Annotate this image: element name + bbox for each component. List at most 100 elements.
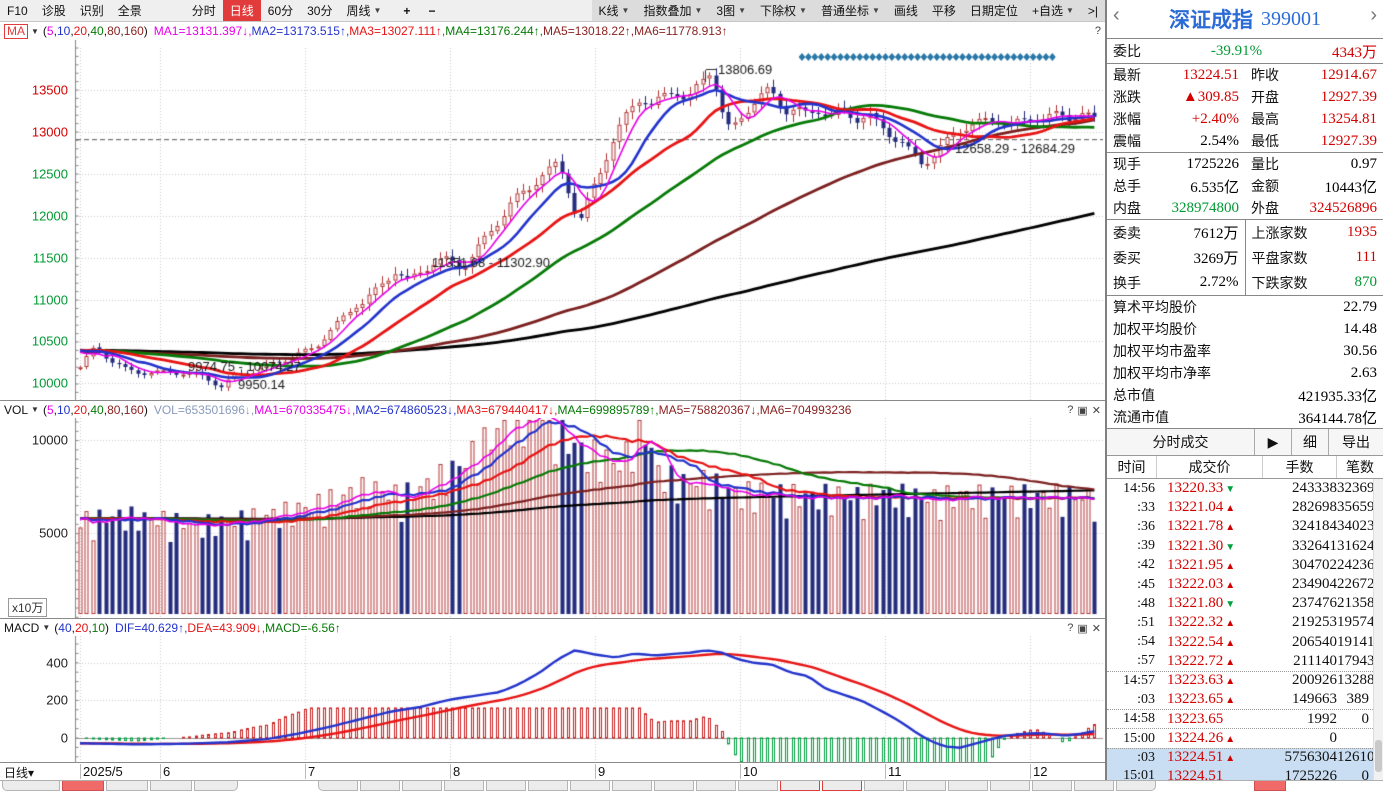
tick-row[interactable]: :03 13224.51 ▲ 5756304 126106 xyxy=(1107,747,1383,767)
main-kline-chart[interactable] xyxy=(0,40,1105,400)
bottom-tab[interactable] xyxy=(906,781,946,791)
bottom-tab[interactable] xyxy=(612,781,652,791)
period-tab-30分[interactable]: 30分 xyxy=(307,4,333,18)
bottom-tab[interactable] xyxy=(780,781,820,791)
bottom-tab[interactable] xyxy=(990,781,1030,791)
bottom-tab[interactable] xyxy=(360,781,400,791)
bottom-tab-highlight[interactable] xyxy=(1254,781,1286,791)
period-tab-60分[interactable]: 60分 xyxy=(267,4,294,18)
toolbar-平移[interactable]: 平移 xyxy=(931,4,956,18)
bottom-tab[interactable] xyxy=(1074,781,1114,791)
bottom-tab[interactable] xyxy=(738,781,778,791)
tab-tick-trades[interactable]: 分时成交 xyxy=(1107,429,1255,455)
bottom-tab[interactable] xyxy=(194,781,238,791)
bottom-tab[interactable] xyxy=(1116,781,1156,791)
bottom-tab[interactable] xyxy=(1032,781,1072,791)
menu-全景[interactable]: 全景 xyxy=(117,4,142,18)
chevron-down-icon: ▼ xyxy=(799,6,807,15)
period-tab-分时[interactable]: 分时 xyxy=(191,4,216,18)
month-label: 9 xyxy=(595,764,605,779)
macd-chart[interactable] xyxy=(0,636,1105,762)
toolbar-+自选[interactable]: +自选 ▼ xyxy=(1031,4,1074,18)
bottom-tab[interactable] xyxy=(864,781,904,791)
restore-icon[interactable]: ▣ xyxy=(1077,404,1088,417)
close-icon[interactable]: ✕ xyxy=(1091,622,1101,635)
tick-time: :45 xyxy=(1137,576,1155,592)
toolbar->|[interactable]: >| xyxy=(1087,3,1098,18)
period-axis-label[interactable]: 日线▾ xyxy=(4,766,35,780)
tick-row[interactable]: :45 13222.03 ▲ 234904 22672 xyxy=(1107,575,1383,594)
tick-row[interactable]: :42 13221.95 ▲ 304702 24236 xyxy=(1107,556,1383,575)
volume-chart[interactable] xyxy=(0,418,1105,618)
bottom-tab[interactable] xyxy=(528,781,568,791)
menu-F10[interactable]: F10 xyxy=(7,3,28,18)
bottom-tab[interactable] xyxy=(654,781,694,791)
bottom-tab[interactable] xyxy=(444,781,484,791)
bottom-tab[interactable] xyxy=(948,781,988,791)
tick-row[interactable]: :03 13223.65 ▲ 149663 389 xyxy=(1107,690,1383,709)
bottom-tab[interactable] xyxy=(318,781,358,791)
param: 5 xyxy=(46,402,54,417)
toolbar-3图[interactable]: 3图 ▼ xyxy=(716,4,747,18)
tick-row[interactable]: :39 13221.30 ▼ 332641 31624 xyxy=(1107,537,1383,556)
help-icon[interactable]: ? xyxy=(1094,25,1101,37)
tick-row[interactable]: 15:01 13224.51 1725226 0 xyxy=(1107,766,1383,780)
toolbar-K线[interactable]: K线 ▼ xyxy=(598,4,630,18)
tick-row[interactable]: 14:56 13220.33 ▼ 243338 32369 xyxy=(1107,479,1383,498)
close-icon[interactable]: ✕ xyxy=(1091,404,1101,417)
tick-scrollbar[interactable] xyxy=(1373,479,1383,780)
detail-button[interactable]: 细 xyxy=(1292,429,1329,455)
tick-row[interactable]: 14:57 13223.63 ▲ 200926 13288 xyxy=(1107,670,1383,690)
tick-time: 15:01 xyxy=(1123,768,1155,780)
ma-dropdown[interactable]: MA xyxy=(4,23,28,39)
tick-price: 13222.54 xyxy=(1167,633,1224,650)
zoom-out-button[interactable]: − xyxy=(428,3,436,18)
toolbar-下除权[interactable]: 下除权 ▼ xyxy=(760,4,807,18)
tick-row[interactable]: 14:58 13223.65 1992 0 xyxy=(1107,709,1383,728)
restore-icon[interactable]: ▣ xyxy=(1077,622,1088,635)
next-stock-arrow-icon[interactable]: › xyxy=(1370,4,1377,26)
expand-arrow-button[interactable]: ▶ xyxy=(1255,429,1292,455)
stat-value: 364144.78亿 xyxy=(1298,410,1377,427)
bottom-tab-active[interactable] xyxy=(62,781,104,791)
tick-row[interactable]: :33 13221.04 ▲ 282698 35659 xyxy=(1107,498,1383,517)
bottom-tab[interactable] xyxy=(486,781,526,791)
toolbar-画线[interactable]: 画线 xyxy=(893,4,918,18)
toolbar-日期定位[interactable]: 日期定位 xyxy=(969,4,1018,18)
scrollbar-thumb[interactable] xyxy=(1375,740,1382,772)
bottom-tab[interactable] xyxy=(150,781,192,791)
prev-stock-arrow-icon[interactable]: ‹ xyxy=(1113,4,1120,26)
family-label: 平盘家数 xyxy=(1251,249,1308,266)
tick-row[interactable]: :36 13221.78 ▲ 324184 34023 xyxy=(1107,517,1383,536)
bottom-tab[interactable] xyxy=(2,781,60,791)
zoom-in-button[interactable]: + xyxy=(403,3,411,18)
tick-row[interactable]: :57 13222.72 ▲ 211140 17943 xyxy=(1107,652,1383,671)
tick-price-cell: 13223.65 xyxy=(1157,711,1263,728)
menu-识别[interactable]: 识别 xyxy=(79,4,104,18)
chevron-down-icon: ▼ xyxy=(31,405,39,414)
bottom-tab[interactable] xyxy=(822,781,862,791)
tick-row[interactable]: :48 13221.80 ▼ 237476 21358 xyxy=(1107,594,1383,613)
export-button[interactable]: 导出 xyxy=(1342,434,1370,450)
bottom-tab[interactable] xyxy=(570,781,610,791)
vol-dropdown[interactable]: VOL xyxy=(4,402,29,417)
help-icon[interactable]: ? xyxy=(1067,622,1074,634)
tick-row[interactable]: :54 13222.54 ▲ 206540 19141 xyxy=(1107,633,1383,652)
period-tab-周线[interactable]: 周线 ▼ xyxy=(346,4,382,18)
param: 40 xyxy=(90,24,104,38)
menu-诊股[interactable]: 诊股 xyxy=(41,4,66,18)
chevron-down-icon: ▼ xyxy=(621,6,630,15)
vol-value: VOL=653501696↓, xyxy=(153,402,255,417)
weiliang-value: 4343万 xyxy=(1331,44,1377,61)
bottom-tab[interactable] xyxy=(106,781,148,791)
help-icon[interactable]: ? xyxy=(1067,404,1074,416)
tick-time: :54 xyxy=(1137,634,1155,650)
macd-dropdown[interactable]: MACD xyxy=(4,620,40,635)
toolbar-普通坐标[interactable]: 普通坐标 ▼ xyxy=(820,4,880,18)
bottom-tab[interactable] xyxy=(696,781,736,791)
bottom-tab[interactable] xyxy=(402,781,442,791)
tick-row[interactable]: :51 13222.32 ▲ 219253 19574 xyxy=(1107,613,1383,632)
period-tab-日线[interactable]: 日线 xyxy=(222,0,261,21)
toolbar-指数叠加[interactable]: 指数叠加 ▼ xyxy=(643,4,703,18)
tick-row[interactable]: 15:00 13224.26 ▲ 0 xyxy=(1107,728,1383,747)
